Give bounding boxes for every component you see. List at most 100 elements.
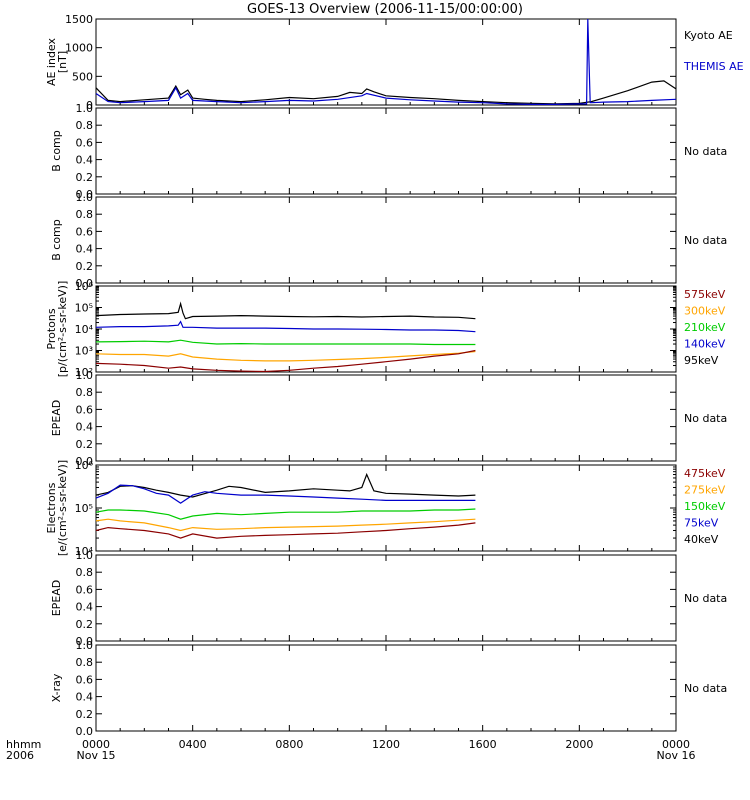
panel-4: 10² 10³ 10⁴ 10⁵ 10⁶ Protons[p/(cm²-s-sr-keV)]…: [45, 280, 726, 379]
legend-entry: 140keV: [684, 338, 726, 351]
legend-entry: 300keV: [684, 305, 726, 318]
y-tick-label: 1.0: [76, 369, 94, 382]
no-data-label: No data: [684, 592, 727, 605]
y-tick-label: 0.6: [76, 403, 94, 416]
no-data-label: No data: [684, 234, 727, 247]
legend-entry: THEMIS AE: [683, 60, 744, 73]
y-tick-label: 0.4: [76, 154, 94, 167]
panel-frame: [95, 554, 677, 642]
panel-stack: 0 500 1000 1500 AE index[nT] Kyoto AE THEMIS A…: [45, 13, 744, 738]
time-axis-row2-label: 2006: [6, 749, 34, 762]
y-tick-label: 0.8: [76, 208, 94, 221]
series-line-575kev: [95, 349, 476, 373]
panel-1: 0 500 1000 1500 AE index[nT] Kyoto AE THEMIS A…: [45, 13, 744, 112]
y-tick-label: 0.0: [76, 277, 94, 290]
legend-entry: 95keV: [684, 354, 719, 367]
y-tick-label: 1.0: [76, 102, 94, 115]
y-tick-label: 0.4: [76, 243, 94, 256]
y-tick-label: 0.0: [76, 455, 94, 468]
y-tick-label: 1.0: [76, 549, 94, 562]
y-axis-label: B comp: [50, 219, 63, 261]
x-tick-label: 1600: [469, 738, 497, 751]
panel-3: 0.0 0.2 0.4 0.6 0.8 1.0 B comp No data: [50, 191, 727, 290]
y-tick-label: 1.0: [76, 191, 94, 204]
series-line-kyoto-ae: [95, 80, 677, 105]
legend-entry: 575keV: [684, 288, 726, 301]
y-tick-label: 0.4: [76, 421, 94, 434]
x-tick-label: 0400: [179, 738, 207, 751]
legend-entry: 475keV: [684, 467, 726, 480]
y-tick-label: 0.6: [76, 225, 94, 238]
y-axis-label: B comp: [50, 130, 63, 172]
panel-frame: [95, 644, 677, 732]
y-tick-label: 0.2: [76, 171, 94, 184]
y-tick-label: 500: [72, 70, 93, 83]
series-line-themis-ae: [95, 18, 677, 105]
y-tick-label: 0.6: [76, 673, 94, 686]
x-tick-label: 2000: [565, 738, 593, 751]
legend-entry: 150keV: [684, 500, 726, 513]
no-data-label: No data: [684, 412, 727, 425]
y-tick-label: 1500: [65, 13, 93, 26]
series-line-40kev: [95, 472, 476, 498]
y-tick-label: 0.2: [76, 618, 94, 631]
y-tick-label: 10⁵: [75, 502, 93, 515]
y-tick-label: 0.8: [76, 386, 94, 399]
y-tick-label: 10³: [75, 345, 93, 358]
legend-entry: 40keV: [684, 533, 719, 546]
y-tick-label: 0.2: [76, 438, 94, 451]
y-tick-label: 0.6: [76, 136, 94, 149]
y-tick-label: 10⁴: [75, 323, 94, 336]
y-tick-label: 0.6: [76, 583, 94, 596]
y-tick-label: 10²: [75, 366, 93, 379]
y-tick-label: 0.8: [76, 119, 94, 132]
y-tick-label: 0.0: [76, 635, 94, 648]
series-line-95kev: [95, 301, 476, 320]
no-data-label: No data: [684, 682, 727, 695]
y-tick-label: 10⁵: [75, 302, 93, 315]
y-axis-label: EPEAD: [50, 580, 63, 617]
y-axis-label: [nT]: [56, 51, 69, 73]
y-tick-label: 10⁴: [75, 545, 94, 558]
series-line-140kev: [95, 320, 476, 333]
legend-entry: 75keV: [684, 517, 719, 530]
y-tick-label: 0: [86, 99, 93, 112]
y-axis-label: AE index: [45, 37, 58, 86]
x-tick-label: 0000: [82, 738, 110, 751]
legend-entry: Kyoto AE: [684, 29, 733, 42]
legend-entry: 210keV: [684, 321, 726, 334]
panel-frame: [95, 374, 677, 462]
no-data-label: No data: [684, 145, 727, 158]
time-axis-row1-label: hhmm: [6, 738, 41, 751]
series-line-210kev: [95, 339, 476, 346]
chart-title: GOES-13 Overview (2006-11-15/00:00:00): [247, 2, 523, 17]
x-tick-date-label: Nov 15: [77, 749, 116, 762]
panel-frame: [95, 107, 677, 195]
panel-frame: [95, 464, 677, 552]
y-tick-label: 0.2: [76, 260, 94, 273]
panel-frame: [95, 196, 677, 284]
y-tick-label: 0.8: [76, 566, 94, 579]
y-tick-label: 1000: [65, 42, 93, 55]
y-tick-label: 1.0: [76, 639, 94, 652]
y-tick-label: 10⁶: [75, 280, 94, 293]
y-axis-label: X-ray: [50, 673, 63, 702]
x-tick-date-label: Nov 16: [657, 749, 696, 762]
panel-2: 0.0 0.2 0.4 0.6 0.8 1.0 B comp No data: [50, 102, 727, 201]
legend-entry: 275keV: [684, 484, 726, 497]
y-tick-label: 0.4: [76, 601, 94, 614]
panel-5: 0.0 0.2 0.4 0.6 0.8 1.0 EPEAD No data: [50, 369, 727, 468]
y-tick-label: 0.4: [76, 691, 94, 704]
x-tick-label: 1200: [372, 738, 400, 751]
panel-8: 0.0 0.2 0.4 0.6 0.8 1.0 X-ray No data: [50, 639, 727, 738]
y-tick-label: 0.0: [76, 188, 94, 201]
y-tick-label: 0.2: [76, 708, 94, 721]
y-axis-label: [p/(cm²-s-sr-keV)]: [56, 281, 69, 378]
series-line-75kev: [95, 484, 476, 504]
y-tick-label: 0.8: [76, 656, 94, 669]
x-tick-label: 0000: [662, 738, 690, 751]
series-line-475kev: [95, 522, 476, 539]
panel-6: 10⁴ 10⁵ 10⁶ Electrons[e/(cm²-s-sr-keV)] 475k…: [45, 459, 726, 558]
